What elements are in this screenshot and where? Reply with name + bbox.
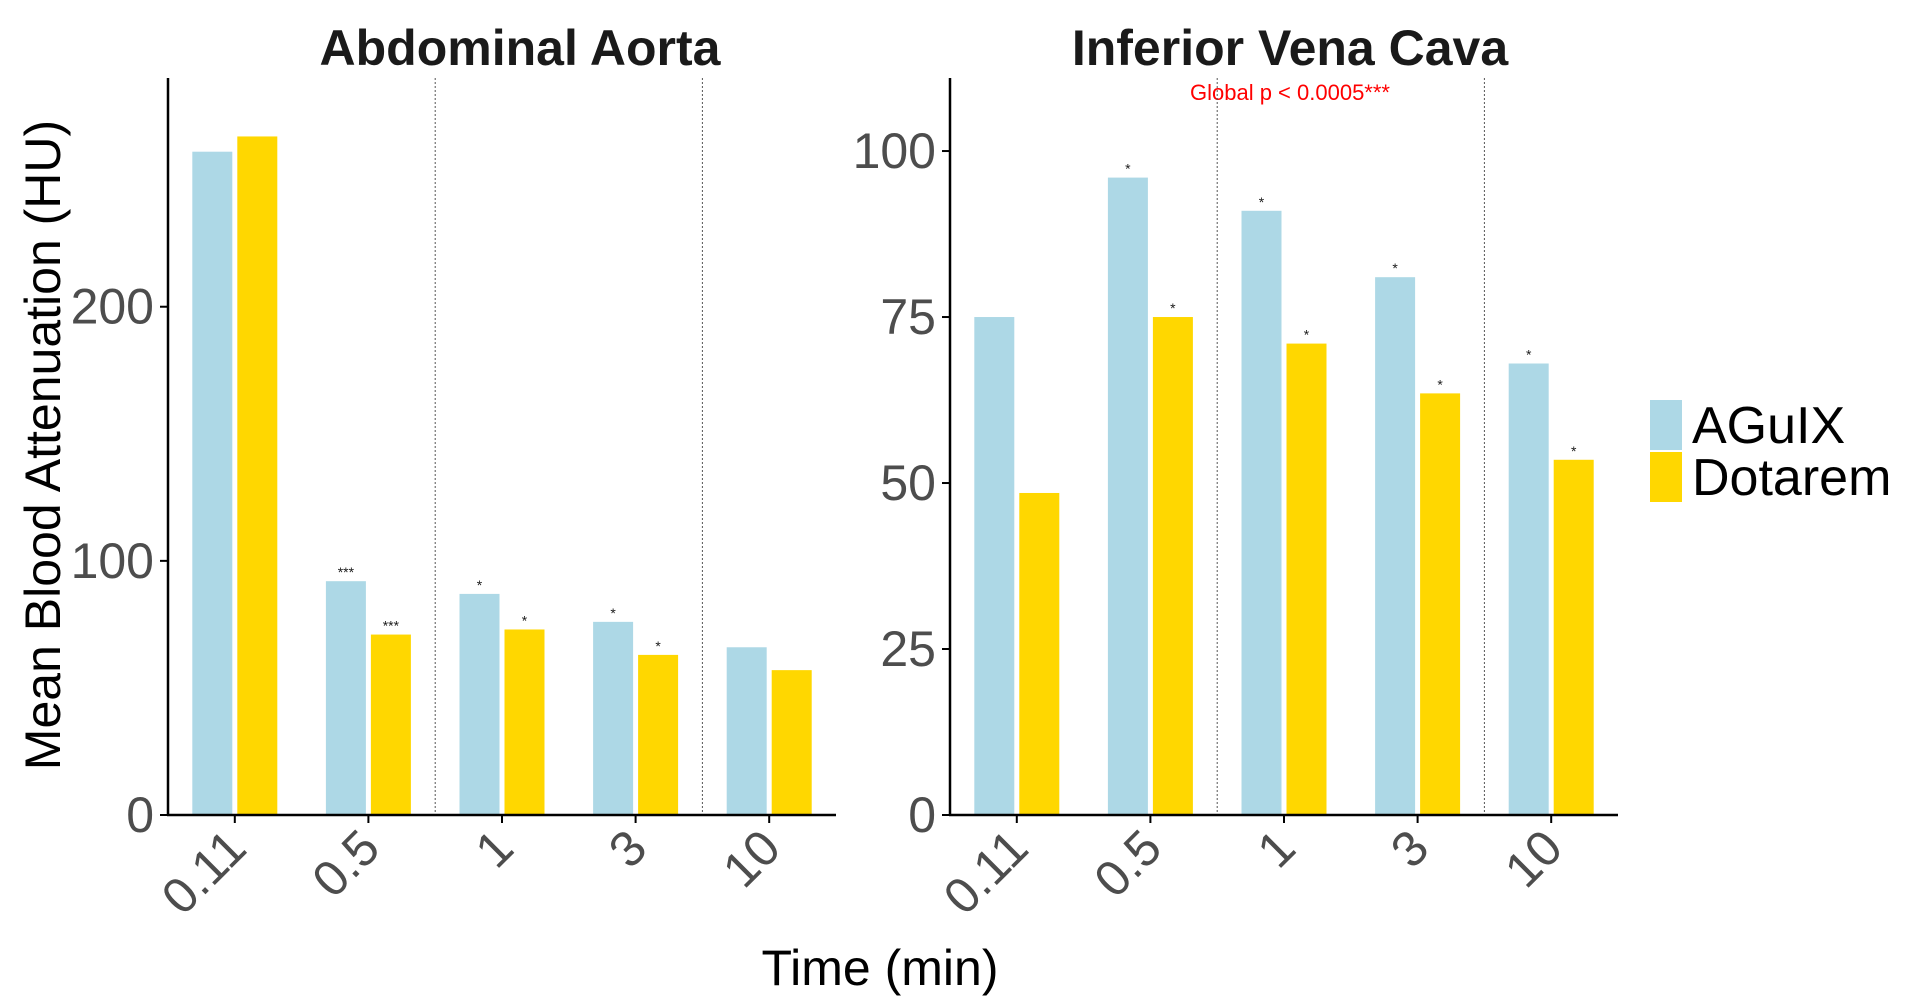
legend-swatch-dotarem <box>1650 452 1682 502</box>
x-tick-label: 10 <box>1494 819 1573 898</box>
significance-mark: * <box>1571 443 1577 459</box>
bar-dotarem-1 <box>504 629 545 815</box>
bar-aguix-1 <box>459 593 500 815</box>
legend-label-aguix: AGuIX <box>1692 397 1845 455</box>
bar-dotarem-3 <box>638 654 679 815</box>
y-tick-label: 0 <box>126 787 154 843</box>
bar-aguix-10 <box>726 647 767 815</box>
panel-title: Inferior Vena Cava <box>1072 20 1509 76</box>
x-tick-label: 1 <box>465 819 524 878</box>
bar-aguix-0.11 <box>192 151 233 815</box>
panel-title: Abdominal Aorta <box>320 20 722 76</box>
significance-mark: * <box>477 577 483 593</box>
y-tick-label: 200 <box>71 279 154 335</box>
bar-dotarem-10 <box>1553 459 1594 815</box>
bar-aguix-0.5 <box>325 581 366 815</box>
significance-mark: *** <box>338 564 355 580</box>
bar-dotarem-1 <box>1286 343 1327 815</box>
y-tick-label: 100 <box>71 533 154 589</box>
x-tick-label: 3 <box>598 819 657 878</box>
bar-dotarem-0.11 <box>1019 492 1060 815</box>
significance-mark: * <box>522 612 528 628</box>
significance-mark: * <box>1125 161 1131 177</box>
x-tick-label: 0.5 <box>1083 819 1172 908</box>
x-tick-label: 3 <box>1380 819 1439 878</box>
significance-mark: * <box>1392 260 1398 276</box>
significance-mark: * <box>1437 376 1443 392</box>
y-tick-label: 50 <box>880 455 936 511</box>
bar-dotarem-0.11 <box>237 136 278 815</box>
legend-swatch-aguix <box>1650 400 1682 450</box>
y-tick-label: 25 <box>880 621 936 677</box>
significance-mark: * <box>1170 300 1176 316</box>
x-tick-label: 10 <box>712 819 791 898</box>
bar-aguix-1 <box>1241 210 1282 815</box>
bar-dotarem-0.5 <box>1152 317 1193 815</box>
bar-aguix-10 <box>1508 363 1549 815</box>
significance-mark: * <box>610 605 616 621</box>
x-tick-label: 1 <box>1247 819 1306 878</box>
legend-label-dotarem: Dotarem <box>1692 449 1891 507</box>
bar-aguix-0.5 <box>1107 177 1148 815</box>
bar-dotarem-0.5 <box>370 634 411 815</box>
bar-aguix-3 <box>593 621 634 815</box>
y-tick-label: 100 <box>853 123 936 179</box>
bar-dotarem-10 <box>771 670 812 815</box>
significance-mark: * <box>655 638 661 654</box>
y-tick-label: 0 <box>908 787 936 843</box>
y-tick-label: 75 <box>880 289 936 345</box>
global-p-annotation: Global p < 0.0005*** <box>1190 80 1390 105</box>
bar-aguix-3 <box>1375 277 1416 815</box>
panel-inferior-vena-cava: Inferior Vena Cava Global p < 0.0005*** * *… <box>853 20 1618 925</box>
x-axis-title: Time (min) <box>761 940 998 996</box>
significance-mark: *** <box>383 618 400 634</box>
y-axis-title: Mean Blood Attenuation (HU) <box>15 120 71 770</box>
significance-mark: * <box>1526 347 1532 363</box>
x-tick-label: 0.11 <box>933 819 1039 925</box>
x-tick-label: 0.11 <box>151 819 257 925</box>
x-tick-label: 0.5 <box>301 819 390 908</box>
significance-mark: * <box>1304 327 1310 343</box>
bar-aguix-0.11 <box>974 317 1015 815</box>
bar-dotarem-3 <box>1420 393 1461 815</box>
significance-mark: * <box>1259 194 1265 210</box>
